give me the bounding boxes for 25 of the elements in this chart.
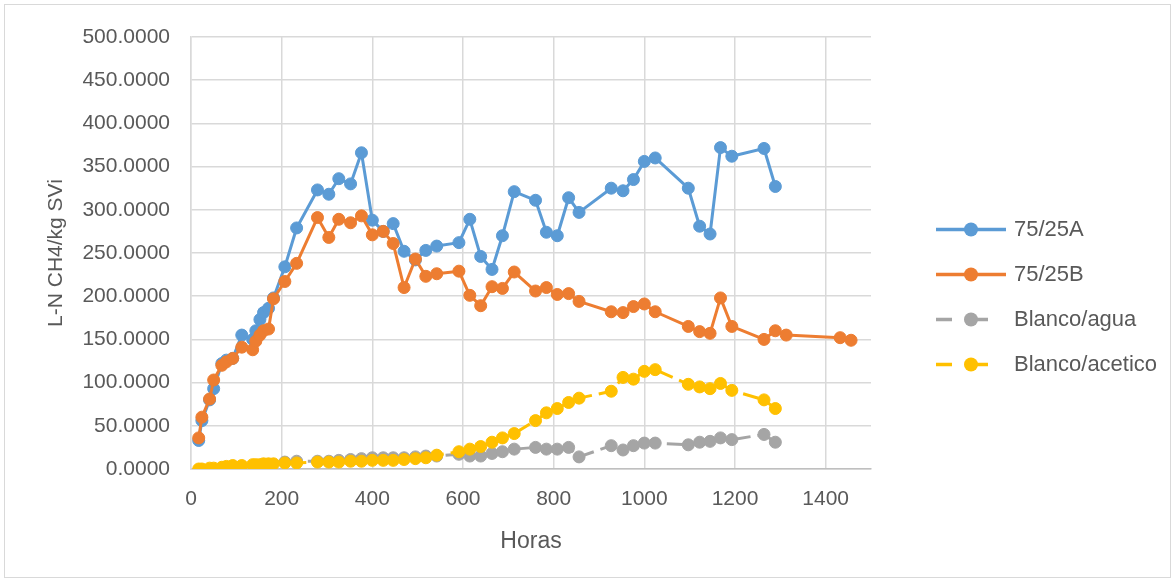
x-tick-label: 600 [445, 486, 481, 510]
legend-label: 75/25A [1014, 215, 1085, 241]
x-tick-label: 0 [185, 486, 197, 510]
y-tick-label: 0.0000 [105, 455, 170, 479]
y-tick-label: 400.0000 [82, 110, 170, 134]
y-axis-title: L-N CH4/kg SVi [43, 179, 67, 327]
x-tick-label: 400 [354, 486, 390, 510]
y-tick-label: 150.0000 [82, 326, 170, 350]
y-tick-label: 50.0000 [94, 412, 170, 436]
y-tick-label: 200.0000 [82, 283, 170, 306]
y-tick-label: 100.0000 [82, 369, 170, 393]
x-tick-label: 1400 [802, 486, 850, 510]
legend-label: Blanco/acetico [1014, 350, 1158, 376]
x-tick-label: 200 [264, 486, 300, 510]
x-axis-title: Horas [500, 526, 562, 553]
y-tick-label: 300.0000 [82, 196, 170, 220]
x-tick-label: 1200 [711, 486, 759, 510]
x-tick-label: 800 [536, 486, 572, 510]
x-tick-label: 1000 [620, 486, 668, 510]
y-tick-label: 500.0000 [82, 23, 170, 47]
legend-label: Blanco/agua [1014, 305, 1138, 331]
y-tick-label: 350.0000 [82, 153, 170, 177]
y-tick-label: 250.0000 [82, 239, 170, 263]
y-tick-label: 450.0000 [82, 67, 170, 90]
legend-label: 75/25B [1014, 260, 1084, 286]
